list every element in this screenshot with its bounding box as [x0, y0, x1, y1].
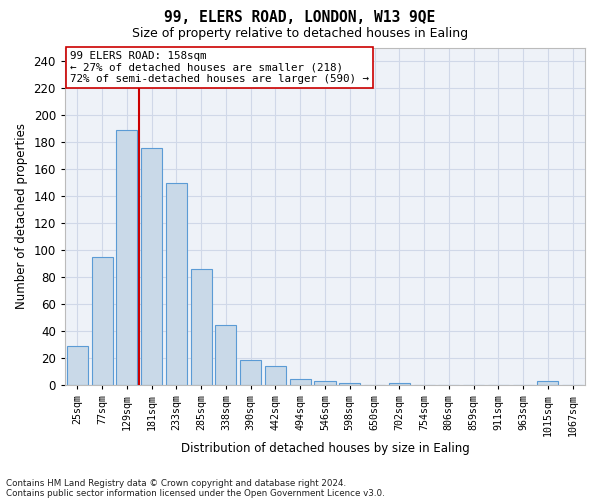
- Bar: [116, 130, 137, 386]
- Bar: [265, 366, 286, 386]
- Bar: [240, 360, 261, 386]
- Bar: [166, 182, 187, 386]
- Bar: [191, 269, 212, 386]
- Text: Size of property relative to detached houses in Ealing: Size of property relative to detached ho…: [132, 28, 468, 40]
- Bar: [215, 324, 236, 386]
- Bar: [314, 382, 335, 386]
- Text: Contains public sector information licensed under the Open Government Licence v3: Contains public sector information licen…: [6, 488, 385, 498]
- Text: 99, ELERS ROAD, LONDON, W13 9QE: 99, ELERS ROAD, LONDON, W13 9QE: [164, 10, 436, 25]
- Bar: [538, 382, 559, 386]
- Bar: [67, 346, 88, 386]
- Text: 99 ELERS ROAD: 158sqm
← 27% of detached houses are smaller (218)
72% of semi-det: 99 ELERS ROAD: 158sqm ← 27% of detached …: [70, 51, 369, 84]
- X-axis label: Distribution of detached houses by size in Ealing: Distribution of detached houses by size …: [181, 442, 469, 455]
- Bar: [339, 382, 360, 386]
- Bar: [92, 257, 113, 386]
- Bar: [141, 148, 162, 386]
- Text: Contains HM Land Registry data © Crown copyright and database right 2024.: Contains HM Land Registry data © Crown c…: [6, 478, 346, 488]
- Bar: [389, 382, 410, 386]
- Bar: [290, 378, 311, 386]
- Y-axis label: Number of detached properties: Number of detached properties: [15, 124, 28, 310]
